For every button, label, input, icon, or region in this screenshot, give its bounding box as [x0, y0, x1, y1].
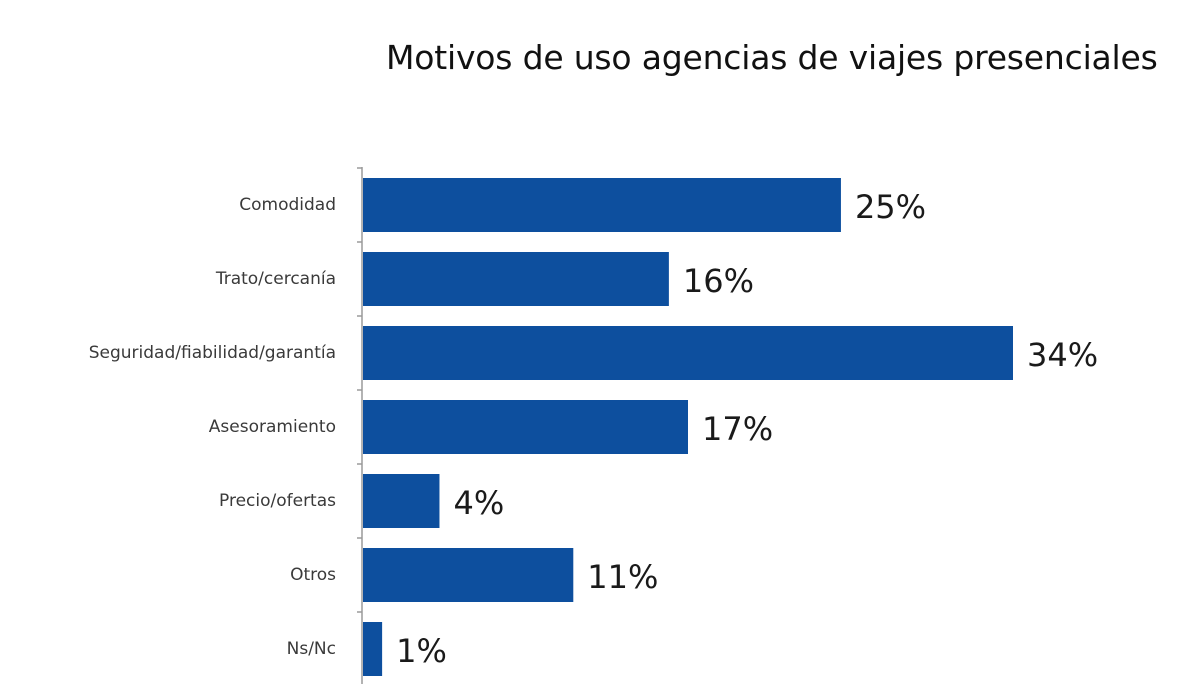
value-label: 1% [396, 632, 447, 670]
category-labels-group: Comodidad Trato/cercanía Seguridad/fiabili… [89, 195, 336, 659]
value-label: 34% [1027, 336, 1098, 374]
category-label: Ns/Nc [287, 639, 336, 659]
chart-title: Motivos de uso agencias de viajes presen… [386, 38, 1158, 77]
bar [363, 474, 440, 528]
category-label: Asesoramiento [209, 417, 336, 437]
category-label: Trato/cercanía [215, 269, 336, 289]
bar [363, 622, 383, 676]
value-label: 4% [453, 484, 504, 522]
category-label: Otros [290, 565, 336, 585]
bar [363, 326, 1013, 380]
bar [363, 178, 841, 232]
bar [363, 400, 688, 454]
category-label: Precio/ofertas [219, 491, 336, 511]
value-label: 16% [683, 262, 754, 300]
y-axis-ticks [357, 167, 362, 613]
value-label: 17% [702, 410, 773, 448]
bar [363, 252, 669, 306]
value-label: 11% [587, 558, 658, 596]
value-label: 25% [855, 188, 926, 226]
value-labels-group: 25% 16% 34% 17% 4% 11% 1% [396, 188, 1098, 670]
category-label: Seguridad/fiabilidad/garantía [89, 343, 336, 363]
bars-group [363, 178, 1013, 676]
bar [363, 548, 574, 602]
category-label: Comodidad [239, 195, 336, 215]
